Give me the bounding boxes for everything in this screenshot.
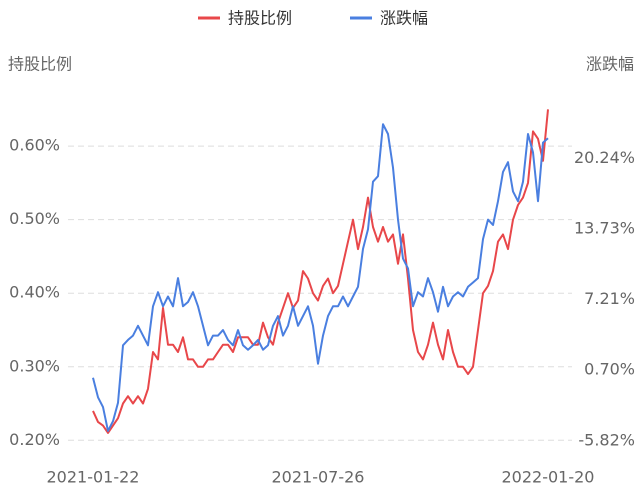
y-tick-label: 0.60%: [9, 136, 60, 155]
y2-tick-label: 0.70%: [584, 360, 635, 379]
legend-label: 持股比例: [228, 9, 292, 28]
series-line: [92, 123, 549, 432]
y2-tick-label: 13.73%: [574, 219, 635, 238]
y-tick-label: 0.30%: [9, 356, 60, 375]
series-line: [92, 109, 549, 434]
x-tick-label: 2021-07-26: [272, 468, 365, 487]
y2-axis-title: 涨跌幅: [586, 55, 634, 74]
y2-tick-label: 20.24%: [574, 148, 635, 167]
y-axis-title: 持股比例: [8, 55, 72, 74]
y2-tick-label: 7.21%: [584, 289, 635, 308]
y2-tick-label: -5.82%: [578, 430, 635, 449]
y-tick-label: 0.20%: [9, 430, 60, 449]
x-tick-label: 2021-01-22: [47, 468, 140, 487]
y-tick-label: 0.40%: [9, 283, 60, 302]
x-tick-label: 2022-01-20: [502, 468, 595, 487]
legend-label: 涨跌幅: [380, 9, 428, 28]
y-tick-label: 0.50%: [9, 209, 60, 228]
